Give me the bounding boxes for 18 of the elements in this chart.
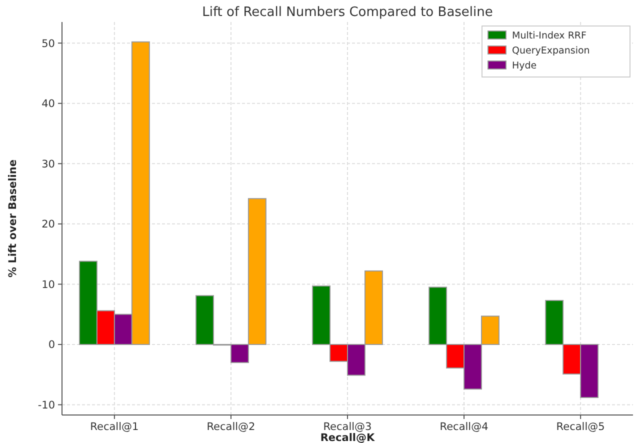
x-tick-label: Recall@4 — [440, 421, 489, 433]
x-axis-title: Recall@K — [320, 432, 376, 443]
x-tick-label: Recall@5 — [556, 421, 605, 433]
legend-label: Multi-Index RRF — [512, 30, 586, 42]
x-tick-label: Recall@1 — [90, 421, 139, 433]
x-tick-label: Recall@3 — [323, 421, 372, 433]
x-tick-label: Recall@2 — [206, 421, 256, 433]
y-tick-label: 0 — [48, 339, 55, 352]
legend-label: Hyde — [512, 60, 537, 72]
y-tick-label: 50 — [42, 38, 55, 50]
y-tick-label: -10 — [38, 399, 55, 412]
y-tick-label: 20 — [42, 218, 55, 231]
y-tick-label: 10 — [42, 278, 55, 291]
y-tick-label: 40 — [42, 98, 55, 110]
y-axis-title: % Lift over Baseline — [7, 160, 19, 278]
y-tick-label: 30 — [42, 158, 55, 170]
chart-title: Lift of Recall Numbers Compared to Baseline — [202, 5, 493, 20]
legend-label: QueryExpansion — [512, 45, 590, 56]
